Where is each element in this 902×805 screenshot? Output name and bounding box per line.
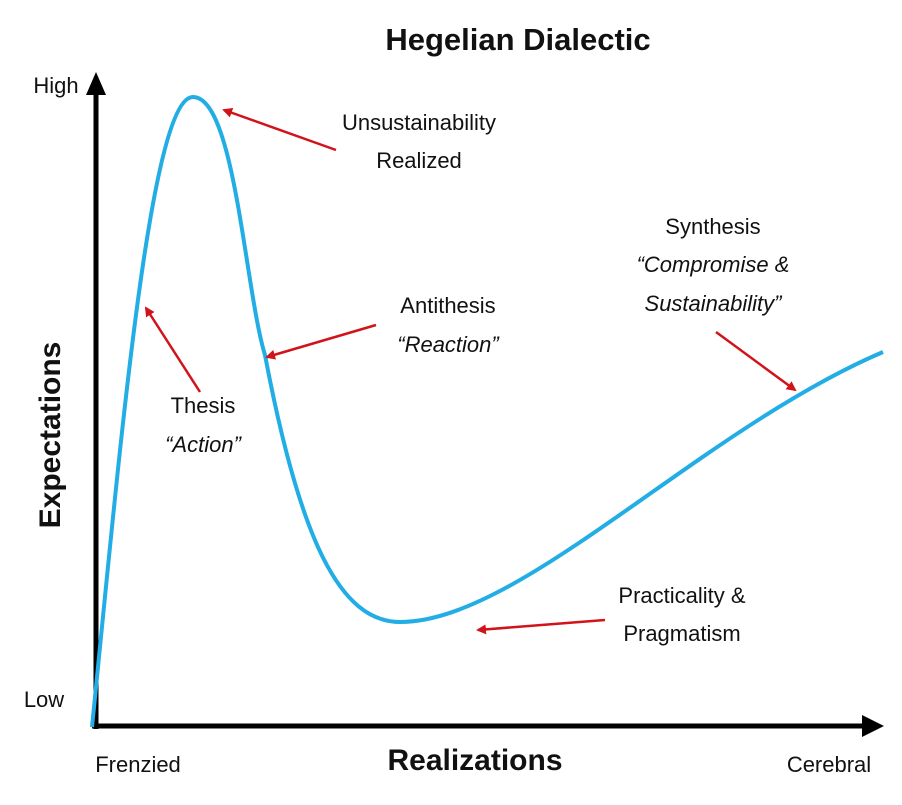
- arrow: [265, 323, 377, 360]
- x-axis-label: Realizations: [387, 744, 562, 777]
- annotation: Pragmatism: [623, 621, 740, 646]
- arrow: [144, 306, 202, 393]
- y-axis-label: Expectations: [34, 342, 67, 529]
- annotation: “Compromise &: [637, 252, 790, 277]
- annotation: Sustainability”: [645, 291, 784, 316]
- annotation: “Action”: [165, 432, 242, 457]
- title: Hegelian Dialectic: [385, 22, 650, 57]
- y-low: Low: [24, 687, 64, 712]
- arrow: [476, 618, 606, 635]
- y-high: High: [33, 73, 78, 98]
- annotation: “Reaction”: [397, 332, 500, 357]
- y-axis-arrow: [86, 72, 106, 95]
- annotation: Synthesis: [665, 214, 760, 239]
- annotation: Unsustainability: [342, 110, 496, 135]
- x-start: Frenzied: [95, 752, 181, 777]
- annotation: Practicality &: [618, 583, 745, 608]
- annotation: Antithesis: [400, 293, 495, 318]
- x-axis-arrow: [862, 715, 884, 737]
- arrow: [715, 330, 797, 392]
- annotation: Realized: [376, 148, 462, 173]
- annotation: Thesis: [171, 393, 236, 418]
- arrow: [222, 107, 337, 152]
- x-end: Cerebral: [787, 752, 871, 777]
- curve: [90, 94, 884, 728]
